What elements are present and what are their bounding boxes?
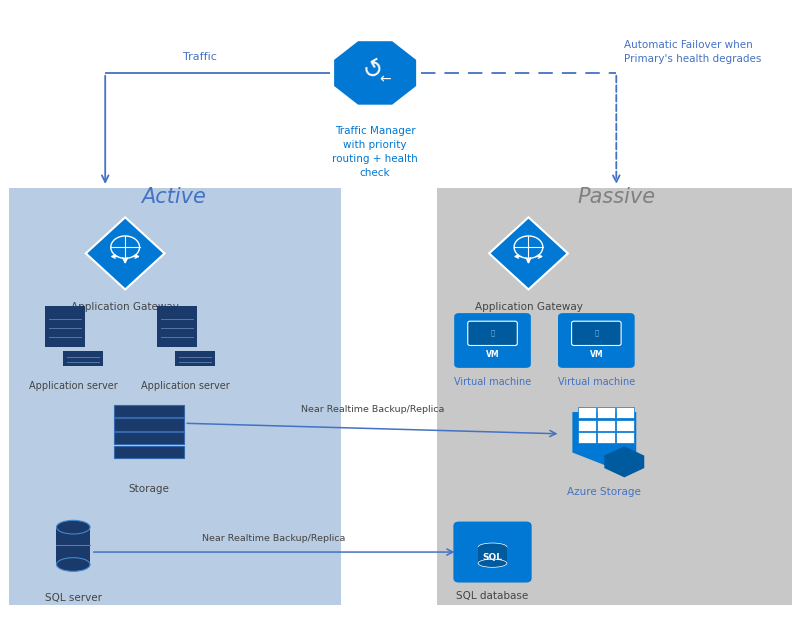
Ellipse shape bbox=[56, 558, 90, 571]
FancyBboxPatch shape bbox=[616, 419, 634, 431]
FancyBboxPatch shape bbox=[56, 527, 90, 564]
Text: Automatic Failover when
Primary's health degrades: Automatic Failover when Primary's health… bbox=[624, 41, 762, 64]
Ellipse shape bbox=[56, 521, 90, 534]
FancyBboxPatch shape bbox=[597, 419, 614, 431]
FancyBboxPatch shape bbox=[10, 188, 341, 605]
Text: Storage: Storage bbox=[128, 484, 169, 494]
Text: SQL server: SQL server bbox=[45, 592, 102, 602]
Text: Application Gateway: Application Gateway bbox=[71, 302, 179, 312]
Text: Active: Active bbox=[140, 188, 205, 208]
FancyBboxPatch shape bbox=[578, 419, 596, 431]
FancyBboxPatch shape bbox=[558, 313, 634, 368]
Text: Near Realtime Backup/Replica: Near Realtime Backup/Replica bbox=[202, 534, 346, 542]
FancyBboxPatch shape bbox=[115, 418, 184, 431]
Text: SQL database: SQL database bbox=[456, 591, 529, 601]
FancyBboxPatch shape bbox=[436, 188, 792, 605]
Ellipse shape bbox=[478, 543, 507, 551]
FancyBboxPatch shape bbox=[616, 432, 634, 443]
FancyBboxPatch shape bbox=[115, 404, 184, 417]
FancyBboxPatch shape bbox=[115, 432, 184, 444]
FancyBboxPatch shape bbox=[572, 321, 621, 346]
Polygon shape bbox=[86, 217, 164, 289]
FancyBboxPatch shape bbox=[578, 407, 596, 418]
Text: Application server: Application server bbox=[140, 381, 229, 391]
Text: Application server: Application server bbox=[29, 381, 118, 391]
FancyBboxPatch shape bbox=[478, 547, 507, 563]
FancyBboxPatch shape bbox=[63, 351, 103, 366]
Text: Virtual machine: Virtual machine bbox=[557, 377, 635, 387]
Polygon shape bbox=[573, 412, 636, 468]
Polygon shape bbox=[605, 446, 644, 478]
Text: SQL: SQL bbox=[483, 552, 503, 561]
Text: Azure Storage: Azure Storage bbox=[567, 487, 642, 497]
Text: ↺: ↺ bbox=[358, 54, 389, 86]
FancyBboxPatch shape bbox=[468, 321, 517, 346]
Polygon shape bbox=[489, 217, 568, 289]
Text: ⬛: ⬛ bbox=[490, 330, 495, 336]
FancyBboxPatch shape bbox=[454, 313, 531, 368]
Text: Application Gateway: Application Gateway bbox=[475, 302, 582, 312]
FancyBboxPatch shape bbox=[597, 432, 614, 443]
Text: VM: VM bbox=[589, 350, 603, 359]
FancyBboxPatch shape bbox=[175, 351, 215, 366]
FancyBboxPatch shape bbox=[45, 306, 85, 348]
Text: Passive: Passive bbox=[577, 188, 655, 208]
Text: Virtual machine: Virtual machine bbox=[454, 377, 531, 387]
FancyBboxPatch shape bbox=[453, 522, 532, 582]
FancyBboxPatch shape bbox=[597, 407, 614, 418]
Text: Traffic Manager
with priority
routing + health
check: Traffic Manager with priority routing + … bbox=[332, 126, 418, 178]
FancyBboxPatch shape bbox=[115, 446, 184, 458]
Text: VM: VM bbox=[486, 350, 500, 359]
FancyBboxPatch shape bbox=[616, 407, 634, 418]
FancyBboxPatch shape bbox=[157, 306, 197, 348]
Text: ⬛: ⬛ bbox=[594, 330, 598, 336]
Polygon shape bbox=[333, 40, 417, 106]
Text: Traffic: Traffic bbox=[183, 52, 217, 62]
FancyBboxPatch shape bbox=[578, 432, 596, 443]
Ellipse shape bbox=[478, 559, 507, 568]
Text: Near Realtime Backup/Replica: Near Realtime Backup/Replica bbox=[301, 405, 444, 414]
Text: ←: ← bbox=[379, 72, 391, 86]
